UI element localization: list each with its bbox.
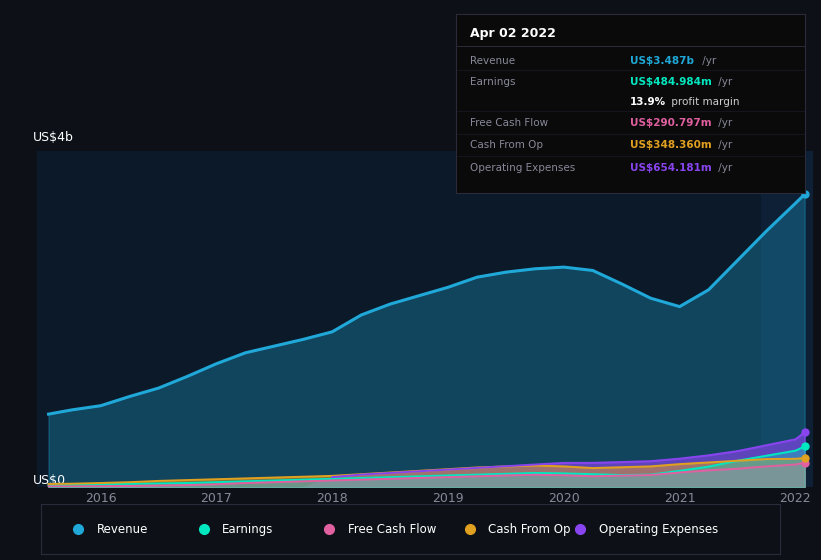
Text: /yr: /yr <box>714 77 732 87</box>
Text: US$4b: US$4b <box>33 132 74 144</box>
Text: /yr: /yr <box>714 140 732 150</box>
Text: US$484.984m: US$484.984m <box>631 77 712 87</box>
Text: US$0: US$0 <box>33 474 67 487</box>
Text: Operating Expenses: Operating Expenses <box>470 163 575 173</box>
Text: Free Cash Flow: Free Cash Flow <box>470 118 548 128</box>
Text: US$290.797m: US$290.797m <box>631 118 712 128</box>
Text: Cash From Op: Cash From Op <box>488 522 571 536</box>
Text: Earnings: Earnings <box>470 77 515 87</box>
Text: Cash From Op: Cash From Op <box>470 140 543 150</box>
Text: US$654.181m: US$654.181m <box>631 163 712 173</box>
Text: Apr 02 2022: Apr 02 2022 <box>470 26 556 40</box>
Text: Earnings: Earnings <box>222 522 273 536</box>
Text: Operating Expenses: Operating Expenses <box>599 522 718 536</box>
Text: US$348.360m: US$348.360m <box>631 140 712 150</box>
Text: US$3.487b: US$3.487b <box>631 55 694 66</box>
Text: Revenue: Revenue <box>470 55 515 66</box>
Text: Free Cash Flow: Free Cash Flow <box>348 522 436 536</box>
Text: /yr: /yr <box>699 55 717 66</box>
Text: Revenue: Revenue <box>97 522 148 536</box>
Text: /yr: /yr <box>714 163 732 173</box>
Bar <box>761 151 813 487</box>
Text: /yr: /yr <box>714 118 732 128</box>
Text: profit margin: profit margin <box>668 97 740 107</box>
Text: 13.9%: 13.9% <box>631 97 667 107</box>
